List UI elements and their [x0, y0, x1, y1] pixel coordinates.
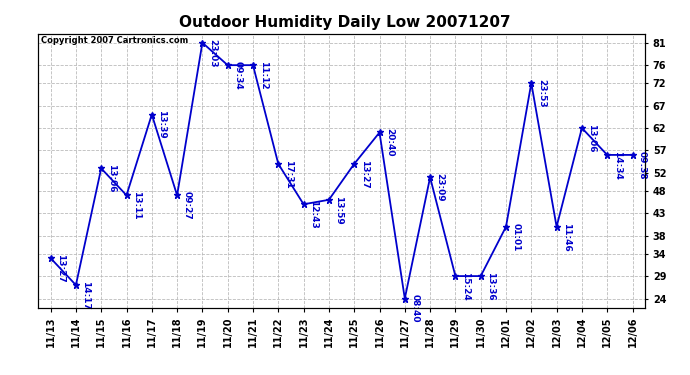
Text: 23:53: 23:53 — [537, 79, 546, 108]
Text: 17:31: 17:31 — [284, 160, 293, 189]
Text: 15:24: 15:24 — [461, 272, 470, 301]
Text: 11:46: 11:46 — [562, 222, 571, 251]
Text: 13:59: 13:59 — [335, 196, 344, 224]
Text: 12:43: 12:43 — [309, 200, 318, 229]
Text: 09:34: 09:34 — [233, 61, 242, 90]
Text: 14:34: 14:34 — [613, 151, 622, 180]
Text: 13:06: 13:06 — [587, 124, 596, 152]
Text: 13:39: 13:39 — [157, 110, 166, 139]
Text: 11:12: 11:12 — [259, 61, 268, 90]
Text: 13:06: 13:06 — [107, 164, 116, 193]
Text: Copyright 2007 Cartronics.com: Copyright 2007 Cartronics.com — [41, 36, 188, 45]
Text: 14:17: 14:17 — [81, 281, 90, 310]
Text: 23:09: 23:09 — [435, 173, 444, 202]
Text: 13:11: 13:11 — [132, 191, 141, 220]
Text: 13:36: 13:36 — [486, 272, 495, 300]
Text: 23:03: 23:03 — [208, 39, 217, 67]
Text: 09:27: 09:27 — [183, 191, 192, 220]
Text: 20:40: 20:40 — [385, 128, 394, 157]
Text: 13:27: 13:27 — [359, 160, 368, 189]
Text: 01:01: 01:01 — [511, 222, 520, 251]
Text: 09:38: 09:38 — [638, 151, 647, 179]
Text: 08:40: 08:40 — [411, 294, 420, 323]
Text: Outdoor Humidity Daily Low 20071207: Outdoor Humidity Daily Low 20071207 — [179, 15, 511, 30]
Text: 13:27: 13:27 — [56, 254, 65, 283]
